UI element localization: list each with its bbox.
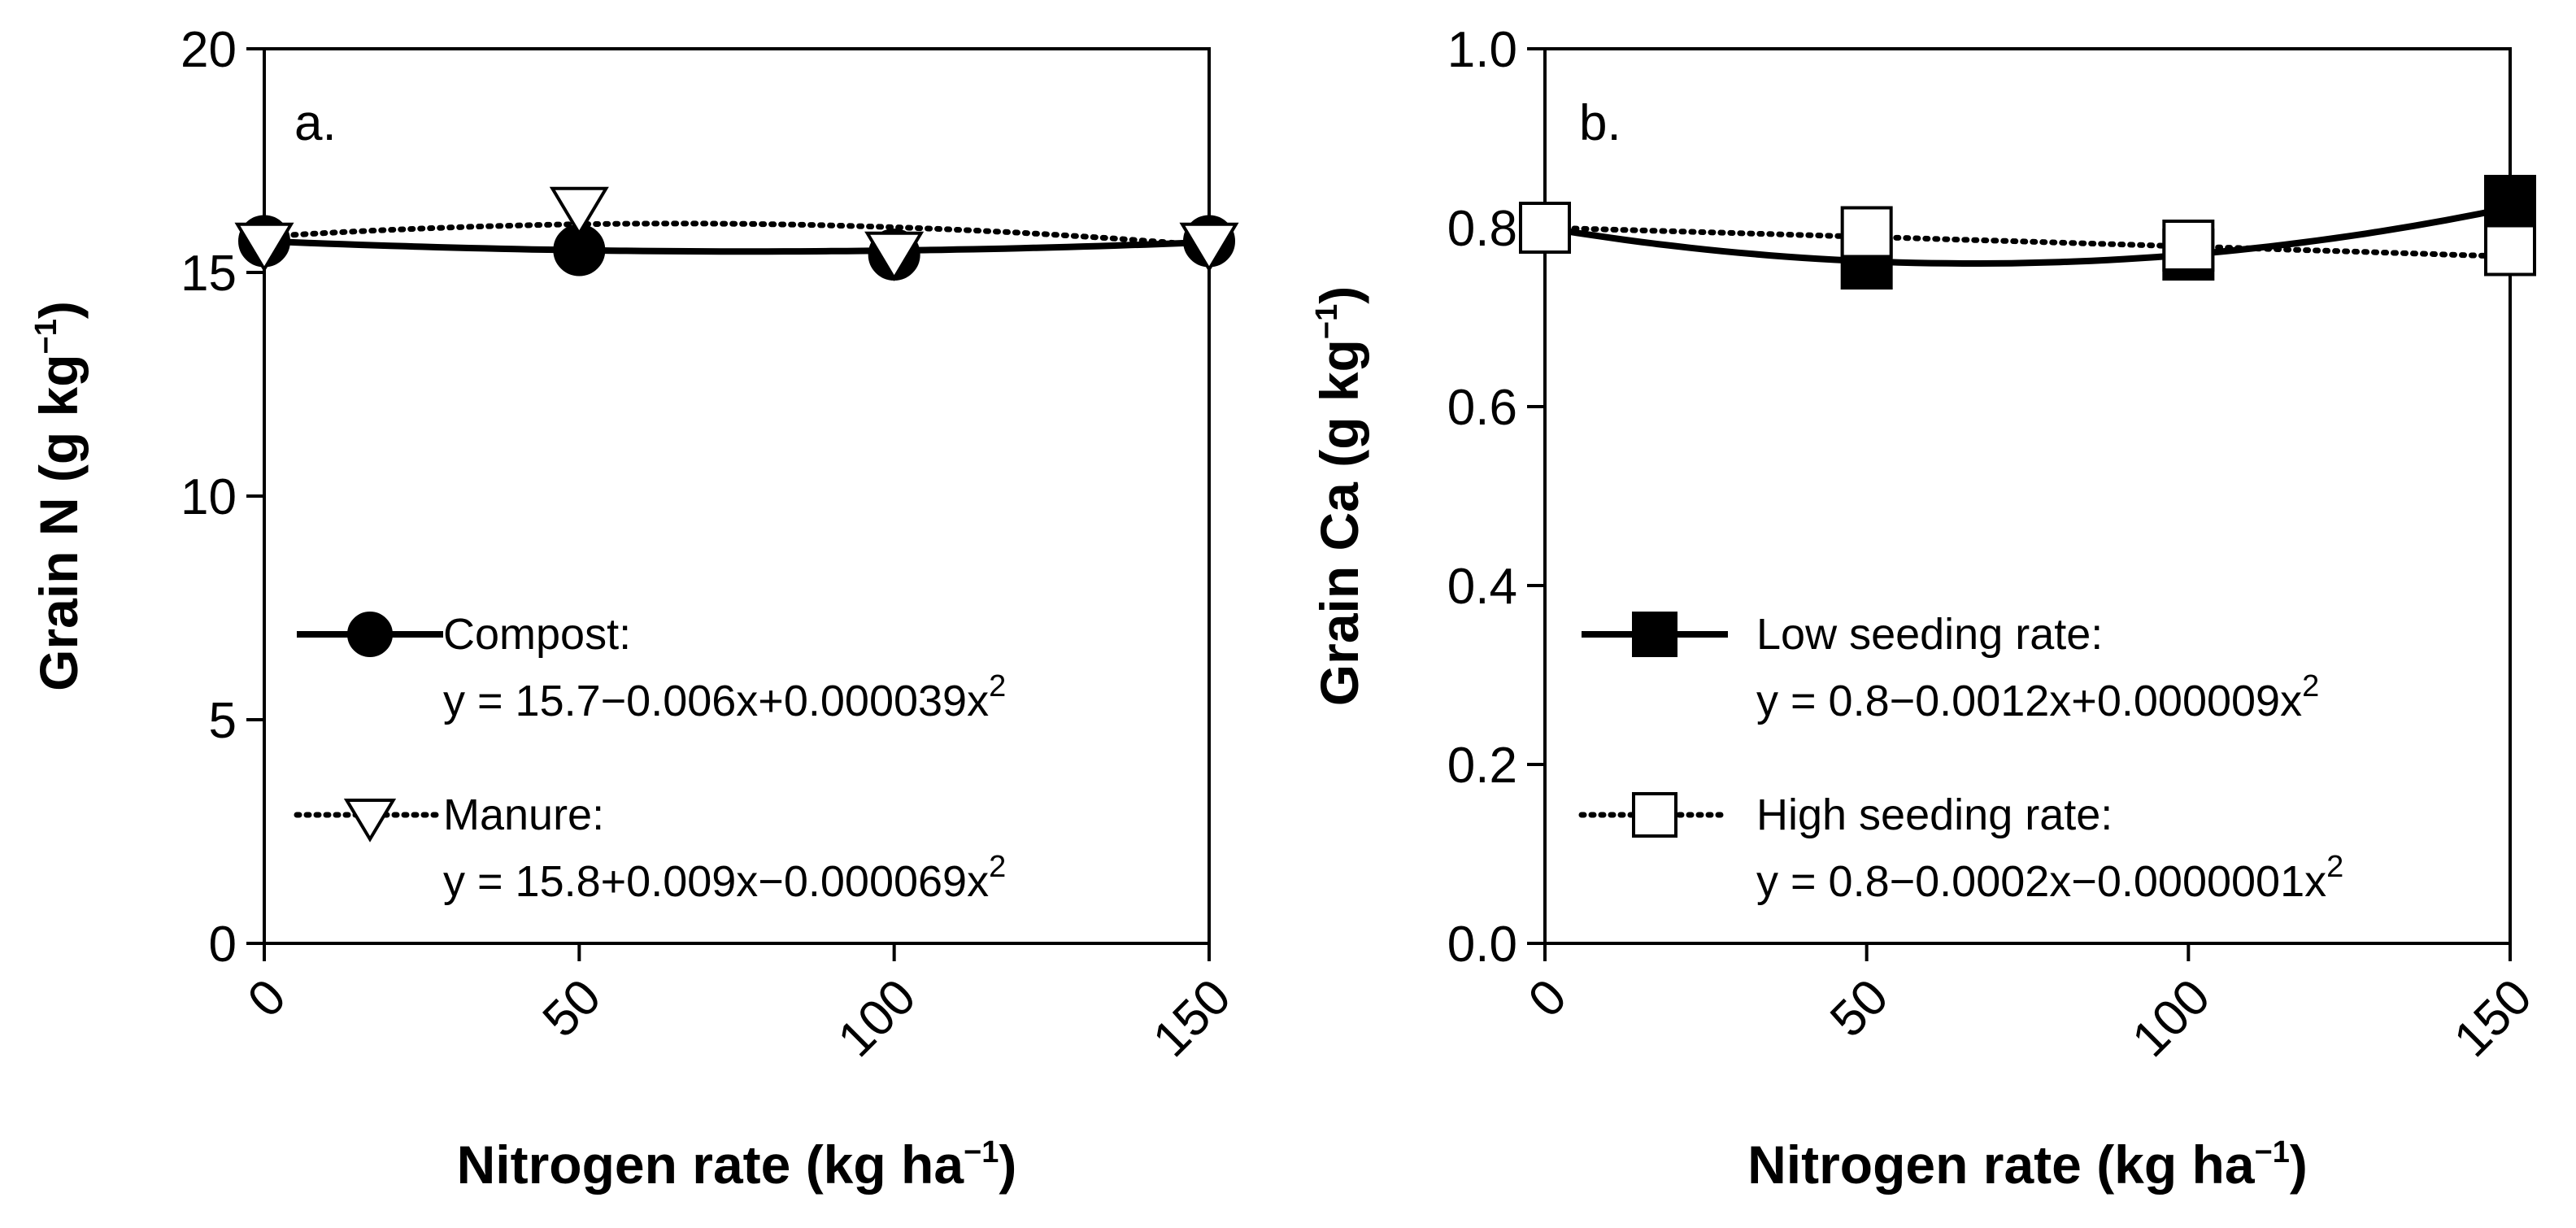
x-axis-title-sup: −1 xyxy=(964,1135,999,1169)
data-point-series-2 xyxy=(1519,202,1571,254)
legend-marker-series-1 xyxy=(347,612,393,657)
data-point-series-2 xyxy=(864,231,925,281)
panel-label: b. xyxy=(1579,95,1621,151)
legend-equation-main: y = 15.7−0.006x+0.000039x xyxy=(443,677,989,725)
x-tick-label: 150 xyxy=(1142,969,1242,1068)
data-point-series-2 xyxy=(1840,206,1893,259)
legend-equation-sup: 2 xyxy=(2302,669,2319,703)
x-tick-label: 100 xyxy=(828,969,927,1068)
y-axis-title-sup: −1 xyxy=(29,319,63,354)
x-axis-title-main: Nitrogen rate (kg ha xyxy=(457,1134,965,1195)
legend-equation-main: y = 0.8−0.0012x+0.000009x xyxy=(1756,677,2302,725)
fit-line-series-1 xyxy=(1544,204,2511,267)
data-point-series-2 xyxy=(234,222,294,272)
legend-label: Manure: xyxy=(443,790,604,839)
x-axis-title: Nitrogen rate (kg ha−1) xyxy=(457,1134,1017,1195)
y-axis-title-sup: −1 xyxy=(1310,304,1344,339)
legend-equation-sup: 2 xyxy=(989,850,1006,884)
y-axis-title-main: Grain Ca (g kg xyxy=(1309,339,1369,706)
y-tick-label: 0.4 xyxy=(1447,559,1517,615)
data-point-series-2 xyxy=(2162,220,2215,272)
fit-line-series-2 xyxy=(261,220,1212,249)
y-tick-label: 0.8 xyxy=(1447,201,1517,257)
x-axis-title-main: Nitrogen rate (kg ha xyxy=(1747,1134,2256,1195)
y-axis-title-close: ) xyxy=(28,301,89,319)
chart-panel-b: 0.0 0.2 0.4 0.6 0.8 1.0 0 50 100 150 Grain Ca (g k… xyxy=(1309,22,2543,1195)
data-point-series-2 xyxy=(2484,224,2536,277)
legend-equation-main: y = 15.8+0.009x−0.000069x xyxy=(443,857,989,906)
x-tick-label: 50 xyxy=(533,969,612,1048)
legend-equation: y = 0.8−0.0002x−0.0000001x2 xyxy=(1756,850,2343,906)
legend-label: Low seeding rate: xyxy=(1756,610,2103,659)
y-tick-label: 20 xyxy=(181,22,237,78)
legend-equation: y = 15.7−0.006x+0.000039x2 xyxy=(443,669,1006,725)
y-axis-title: Grain N (g kg−1) xyxy=(28,301,89,691)
data-point-series-2 xyxy=(549,186,609,237)
x-axis-title-close: ) xyxy=(999,1134,1016,1195)
legend-equation-sup: 2 xyxy=(989,669,1006,703)
x-tick-label: 0 xyxy=(1518,969,1577,1028)
y-tick-label: 0 xyxy=(209,917,237,973)
fit-line-series-2 xyxy=(1542,224,2513,259)
data-point-series-2 xyxy=(1179,222,1239,272)
y-tick-label: 5 xyxy=(209,693,237,749)
legend-marker-series-1 xyxy=(1632,612,1677,657)
y-tick-label: 10 xyxy=(181,469,237,525)
y-tick-label: 0.2 xyxy=(1447,738,1517,794)
plot-frame xyxy=(1543,47,2512,945)
y-tick-label: 1.0 xyxy=(1447,22,1517,78)
plot-frame xyxy=(263,47,1211,945)
data-point-series-1 xyxy=(2484,175,2536,227)
legend-equation-sup: 2 xyxy=(2326,850,2343,884)
y-axis-title-close: ) xyxy=(1309,286,1369,304)
x-axis-title-close: ) xyxy=(2290,1134,2308,1195)
fit-line-series-1 xyxy=(263,237,1210,255)
y-tick-label: 15 xyxy=(181,246,237,302)
legend-equation: y = 0.8−0.0012x+0.000009x2 xyxy=(1756,669,2319,725)
x-axis-title: Nitrogen rate (kg ha−1) xyxy=(1747,1134,2308,1195)
y-axis-title: Grain Ca (g kg−1) xyxy=(1309,286,1369,706)
legend-marker-series-2 xyxy=(1632,792,1677,838)
y-tick-label: 0.6 xyxy=(1447,380,1517,436)
legend-marker-series-2 xyxy=(343,799,397,843)
legend-label: Compost: xyxy=(443,610,631,659)
legend-equation-main: y = 0.8−0.0002x−0.0000001x xyxy=(1756,857,2326,906)
x-tick-label: 50 xyxy=(1820,969,1899,1048)
y-axis-title-main: Grain N (g kg xyxy=(28,354,89,690)
legend-equation: y = 15.8+0.009x−0.000069x2 xyxy=(443,850,1006,906)
x-axis-title-sup: −1 xyxy=(2255,1135,2290,1169)
y-tick-label: 0.0 xyxy=(1447,917,1517,973)
panel-label: a. xyxy=(294,95,337,151)
x-tick-label: 100 xyxy=(2121,969,2221,1068)
x-tick-label: 0 xyxy=(237,969,297,1028)
x-tick-label: 150 xyxy=(2443,969,2543,1068)
legend-label: High seeding rate: xyxy=(1756,790,2113,839)
